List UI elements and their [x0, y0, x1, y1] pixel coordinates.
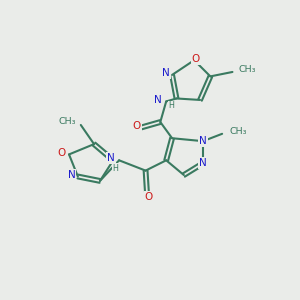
Text: N: N	[107, 153, 115, 163]
Text: H: H	[112, 164, 118, 173]
Text: N: N	[199, 136, 207, 146]
Text: O: O	[144, 191, 153, 202]
Text: CH₃: CH₃	[230, 127, 247, 136]
Text: N: N	[68, 170, 76, 180]
Text: H: H	[169, 101, 174, 110]
Text: CH₃: CH₃	[239, 65, 256, 74]
Text: O: O	[133, 122, 141, 131]
Text: N: N	[162, 68, 170, 78]
Text: O: O	[191, 54, 200, 64]
Text: CH₃: CH₃	[58, 117, 76, 126]
Text: N: N	[199, 158, 207, 168]
Text: N: N	[154, 95, 162, 105]
Text: O: O	[58, 148, 66, 158]
